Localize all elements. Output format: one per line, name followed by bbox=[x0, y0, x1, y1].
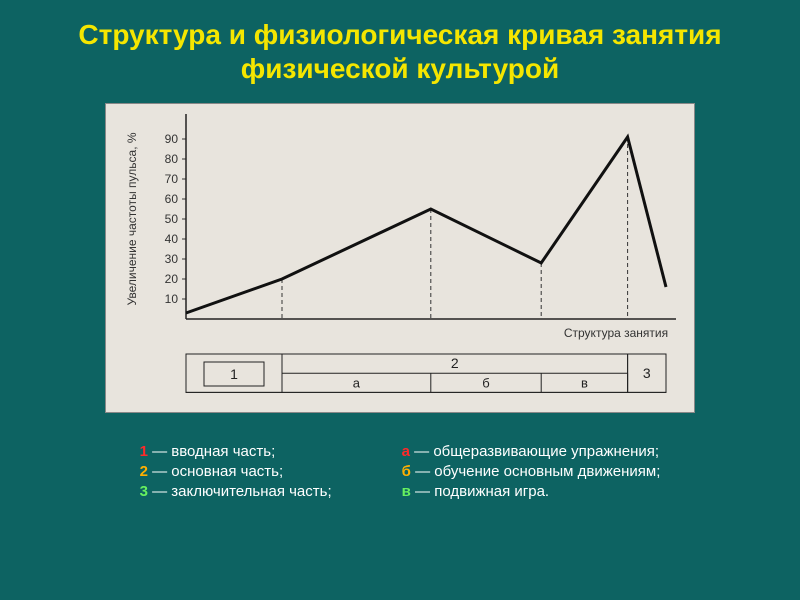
legend-item: 3 — заключительная часть; bbox=[140, 483, 332, 500]
legend-item: 2 — основная часть; bbox=[140, 463, 332, 480]
svg-text:Увеличение частоты пульса, %: Увеличение частоты пульса, % bbox=[125, 132, 139, 305]
legend-text: — основная часть; bbox=[148, 463, 283, 480]
svg-text:10: 10 bbox=[165, 292, 179, 306]
legend-item: 1 — вводная часть; bbox=[140, 443, 332, 460]
legend-text: — заключительная часть; bbox=[148, 483, 332, 500]
legend-item: б — обучение основным движениям; bbox=[402, 463, 661, 480]
svg-text:70: 70 bbox=[165, 172, 179, 186]
svg-text:б: б bbox=[482, 376, 489, 391]
legend-text: — обучение основным движениям; bbox=[411, 463, 661, 480]
svg-text:Структура занятия: Структура занятия bbox=[564, 326, 668, 340]
legend-key: 3 bbox=[140, 483, 148, 500]
slide-title: Структура и физиологическая кривая занят… bbox=[0, 0, 800, 95]
svg-text:40: 40 bbox=[165, 232, 179, 246]
svg-text:50: 50 bbox=[165, 212, 179, 226]
legend-left-col: 1 — вводная часть;2 — основная часть;3 —… bbox=[140, 443, 332, 500]
legend-item: а — общеразвивающие упражнения; bbox=[402, 443, 661, 460]
legend-key: 1 bbox=[140, 443, 148, 460]
svg-text:60: 60 bbox=[165, 192, 179, 206]
svg-text:2: 2 bbox=[451, 355, 459, 371]
legend: 1 — вводная часть;2 — основная часть;3 —… bbox=[0, 443, 800, 500]
legend-right-col: а — общеразвивающие упражнения; б — обуче… bbox=[402, 443, 661, 500]
legend-key: в bbox=[402, 483, 411, 500]
legend-key: а bbox=[402, 443, 410, 460]
svg-text:1: 1 bbox=[230, 366, 238, 382]
svg-text:30: 30 bbox=[165, 252, 179, 266]
chart-container: 10 20 30 40 50 60 70 80 90 Увеличение частоты пул… bbox=[105, 103, 695, 413]
svg-text:3: 3 bbox=[643, 365, 651, 381]
legend-item: в — подвижная игра. bbox=[402, 483, 661, 500]
legend-key: б bbox=[402, 463, 411, 480]
svg-text:80: 80 bbox=[165, 152, 179, 166]
svg-text:в: в bbox=[581, 376, 588, 391]
legend-key: 2 bbox=[140, 463, 148, 480]
physio-curve-chart: 10 20 30 40 50 60 70 80 90 Увеличение частоты пул… bbox=[106, 104, 696, 414]
legend-text: — подвижная игра. bbox=[411, 483, 549, 500]
legend-text: — общеразвивающие упражнения; bbox=[410, 443, 659, 460]
svg-text:а: а bbox=[353, 376, 361, 391]
svg-text:20: 20 bbox=[165, 272, 179, 286]
svg-text:90: 90 bbox=[165, 132, 179, 146]
legend-text: — вводная часть; bbox=[148, 443, 275, 460]
